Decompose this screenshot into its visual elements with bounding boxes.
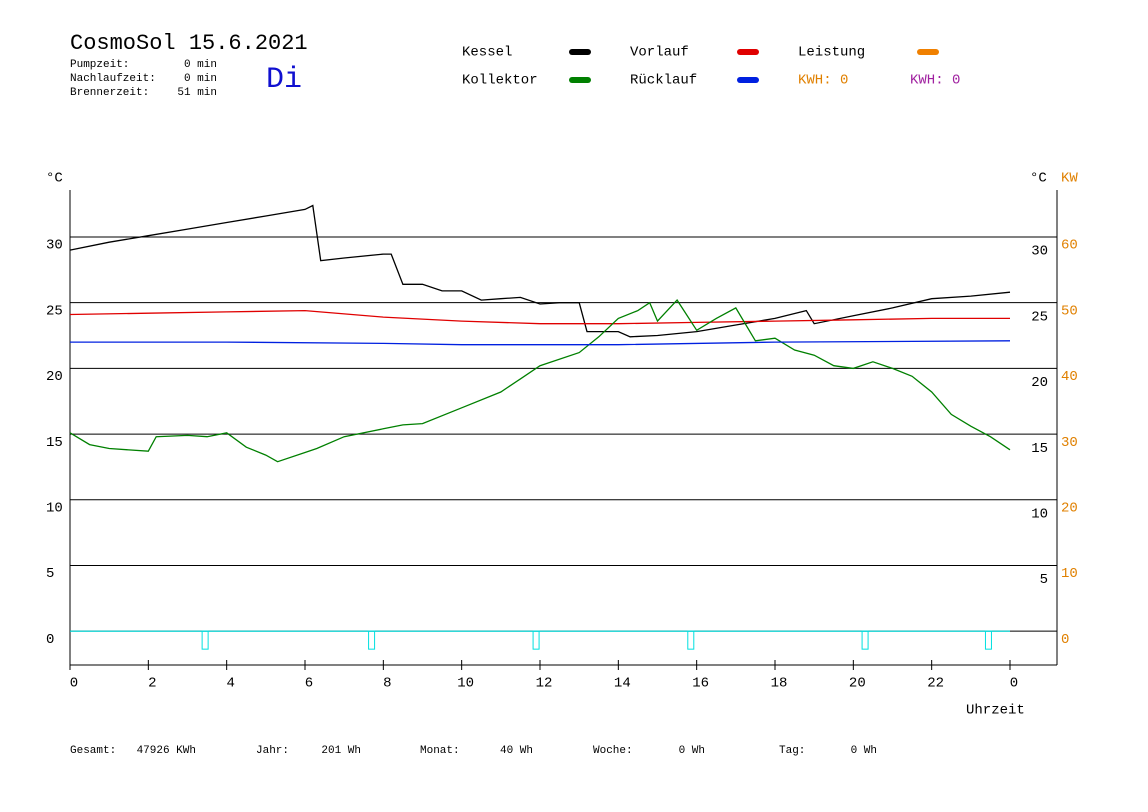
y-tick-label: 25 bbox=[46, 303, 63, 319]
x-tick-label: 0 bbox=[70, 676, 78, 692]
stat-label: Brennerzeit: bbox=[70, 87, 149, 99]
pulse bbox=[532, 630, 540, 650]
kwh-label: KWH: 0 bbox=[798, 73, 848, 89]
kwh-label: KWH: 0 bbox=[910, 73, 960, 89]
footer-value: 0 Wh bbox=[851, 745, 877, 757]
stat-value: 51 min bbox=[177, 87, 217, 99]
y-tick-label: 30 bbox=[46, 238, 63, 254]
y2-tick-label: 40 bbox=[1061, 369, 1078, 385]
x-tick-label: 2 bbox=[148, 676, 156, 692]
title: CosmoSol 15.6.2021 bbox=[70, 31, 308, 56]
y-right-tick-label: 15 bbox=[1031, 441, 1048, 457]
series-line bbox=[70, 340, 1011, 346]
x-tick-label: 0 bbox=[1010, 676, 1018, 692]
legend-label: Kessel bbox=[462, 45, 512, 61]
x-tick-label: 8 bbox=[383, 676, 391, 692]
footer-label: Tag: bbox=[779, 745, 805, 757]
y-axis-label: °C bbox=[46, 171, 63, 187]
legend-label: Rücklauf bbox=[630, 73, 697, 89]
y-right-tick-label: 20 bbox=[1031, 375, 1048, 391]
series-line bbox=[69, 309, 1010, 325]
day: Di bbox=[266, 63, 302, 97]
pulse bbox=[368, 630, 376, 650]
y2-tick-label: 10 bbox=[1061, 566, 1078, 582]
y-tick-label: 5 bbox=[46, 566, 54, 582]
footer-label: Jahr: bbox=[256, 745, 289, 757]
footer-value: 201 Wh bbox=[321, 745, 361, 757]
y-right-tick-label: 5 bbox=[1040, 572, 1048, 588]
stat-label: Nachlaufzeit: bbox=[70, 73, 156, 85]
stat-value: 0 min bbox=[184, 59, 217, 71]
y-right-tick-label: 25 bbox=[1031, 309, 1048, 325]
y-tick-label: 10 bbox=[46, 500, 63, 516]
x-tick-label: 12 bbox=[536, 676, 553, 692]
y2-tick-label: 50 bbox=[1061, 303, 1078, 319]
series-line bbox=[69, 299, 1011, 463]
y-tick-label: 20 bbox=[46, 369, 63, 385]
x-tick-label: 20 bbox=[849, 676, 866, 692]
y-right-tick-label: 30 bbox=[1031, 244, 1048, 260]
stat-label: Pumpzeit: bbox=[70, 59, 129, 71]
y-tick-label: 15 bbox=[46, 435, 63, 451]
legend-label: Kollektor bbox=[462, 73, 538, 89]
series-line bbox=[69, 204, 1011, 338]
x-tick-label: 22 bbox=[927, 676, 944, 692]
legend-label: Vorlauf bbox=[630, 45, 689, 61]
footer-value: 47926 KWh bbox=[137, 745, 196, 757]
pulse bbox=[861, 630, 869, 650]
stat-value: 0 min bbox=[184, 73, 217, 85]
footer-label: Woche: bbox=[593, 745, 633, 757]
footer-label: Gesamt: bbox=[70, 745, 116, 757]
x-tick-label: 4 bbox=[226, 676, 234, 692]
y2-axis-label: KW bbox=[1061, 171, 1078, 187]
footer-value: 0 Wh bbox=[679, 745, 705, 757]
x-axis-label: Uhrzeit bbox=[966, 703, 1025, 719]
footer-value: 40 Wh bbox=[500, 745, 533, 757]
x-tick-label: 6 bbox=[305, 676, 313, 692]
y2-tick-label: 60 bbox=[1061, 238, 1078, 254]
x-tick-label: 14 bbox=[614, 676, 631, 692]
y-tick-label: 0 bbox=[46, 632, 54, 648]
y-right-axis-label: °C bbox=[1030, 171, 1047, 187]
pulse bbox=[201, 630, 209, 650]
y2-tick-label: 0 bbox=[1061, 632, 1069, 648]
footer-label: Monat: bbox=[420, 745, 460, 757]
pulse bbox=[984, 630, 992, 650]
legend-label: Leistung bbox=[798, 45, 865, 61]
x-tick-label: 18 bbox=[771, 676, 788, 692]
y-right-tick-label: 10 bbox=[1031, 506, 1048, 522]
x-tick-label: 16 bbox=[692, 676, 709, 692]
y2-tick-label: 30 bbox=[1061, 435, 1078, 451]
x-tick-label: 10 bbox=[457, 676, 474, 692]
y2-tick-label: 20 bbox=[1061, 500, 1078, 516]
pulse bbox=[687, 630, 695, 650]
